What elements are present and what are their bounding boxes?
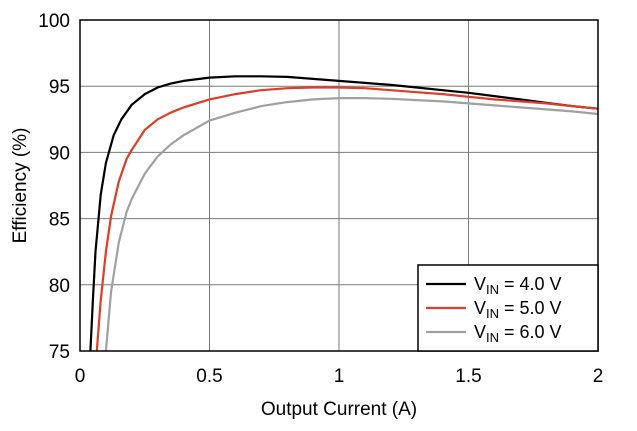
series-line-3 (104, 96, 598, 351)
x-tick-labels: 0 0.5 1 1.5 2 (75, 366, 604, 387)
x-tick-label: 0.5 (196, 366, 222, 387)
x-tick-label: 1 (334, 366, 345, 387)
legend-label-1: VIN = 4.0 V (474, 274, 562, 297)
legend-label-3: VIN = 6.0 V (474, 322, 562, 345)
series-lines (89, 75, 598, 351)
y-tick-label: 85 (49, 210, 70, 231)
x-tick-label: 0 (75, 366, 86, 387)
y-tick-label: 90 (49, 143, 70, 164)
y-tick-label: 80 (49, 276, 70, 297)
plot-frame (79, 19, 599, 352)
series-line-1 (89, 75, 598, 351)
x-tick-label: 1.5 (455, 366, 481, 387)
grid-lines (80, 20, 598, 351)
y-tick-label: 95 (49, 77, 70, 98)
y-tick-labels: 75 80 85 90 95 100 (38, 11, 70, 363)
legend-label-2: VIN = 5.0 V (474, 298, 562, 321)
x-axis-label: Output Current (A) (261, 399, 417, 420)
y-axis-label: Efficiency (%) (10, 128, 31, 244)
series-line-2 (95, 86, 598, 351)
y-tick-label: 100 (38, 11, 70, 32)
x-tick-label: 2 (593, 366, 604, 387)
y-tick-label: 75 (49, 342, 70, 363)
